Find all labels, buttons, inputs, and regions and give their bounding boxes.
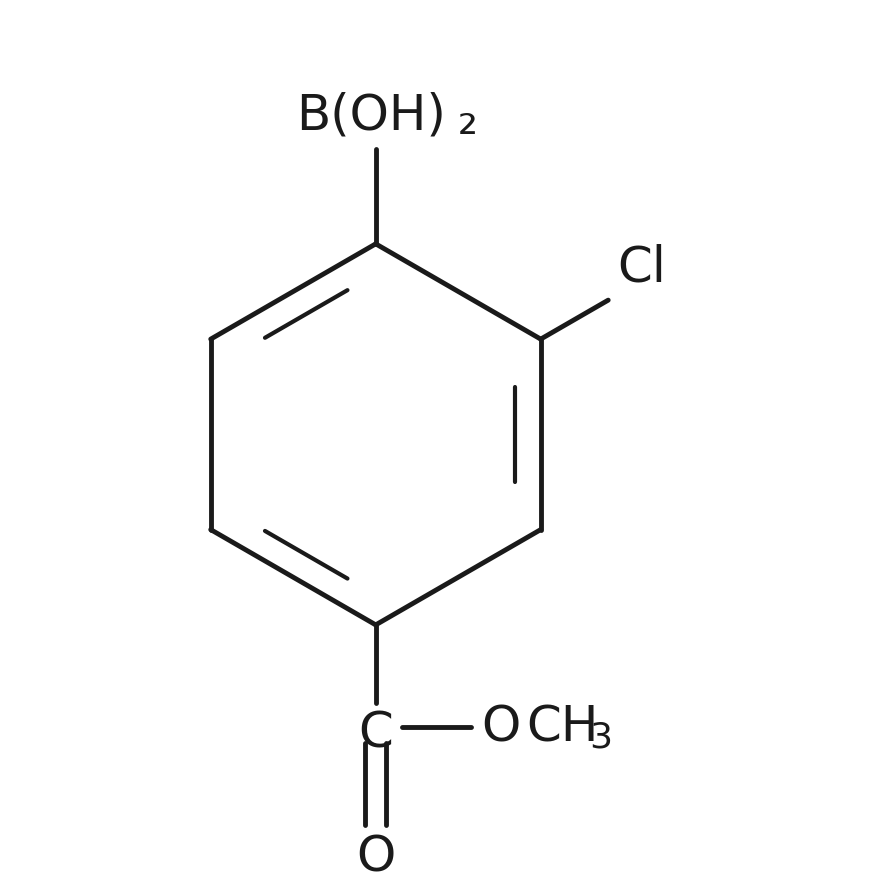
- Text: O: O: [356, 834, 395, 882]
- Text: 3: 3: [589, 720, 611, 755]
- Text: C: C: [359, 709, 393, 757]
- Text: Cl: Cl: [617, 244, 666, 292]
- Text: CH: CH: [526, 703, 599, 751]
- Text: O: O: [481, 703, 521, 751]
- Text: ₂: ₂: [458, 96, 478, 144]
- Text: B(OH): B(OH): [296, 92, 446, 140]
